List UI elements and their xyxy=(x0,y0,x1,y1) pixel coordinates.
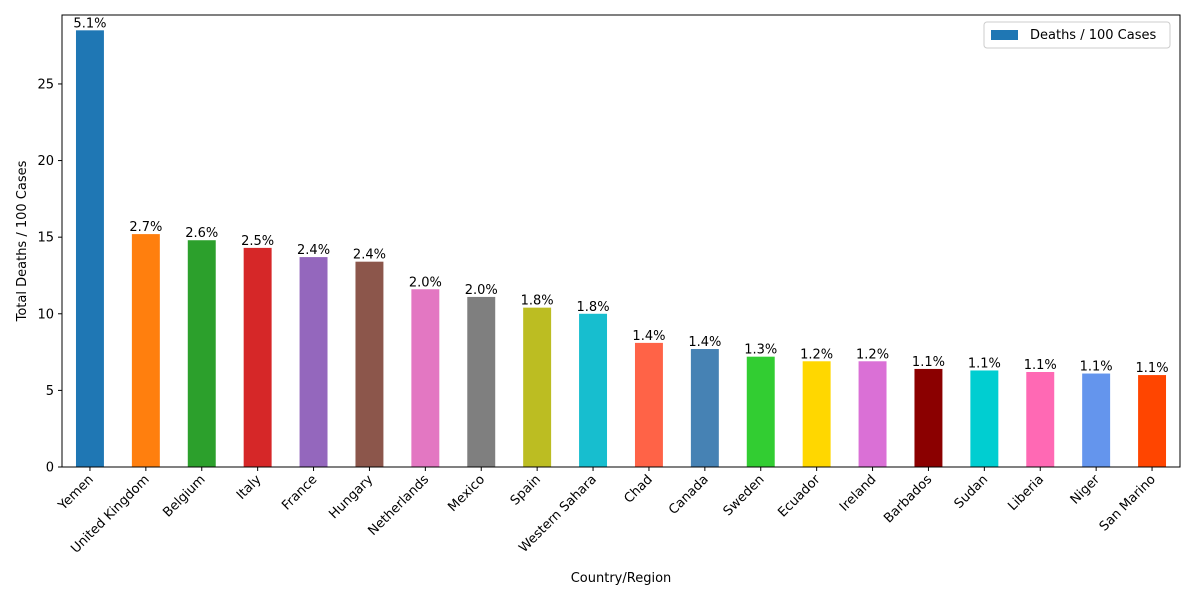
bar xyxy=(858,361,887,467)
bar-data-label: 2.4% xyxy=(353,248,386,263)
x-tick-label: Sweden xyxy=(721,472,768,519)
bar xyxy=(914,368,943,467)
bars-group xyxy=(75,30,1167,467)
x-tick-label: Chad xyxy=(621,472,655,506)
bar xyxy=(467,296,496,467)
bar-data-label: 1.1% xyxy=(1136,361,1169,376)
bar xyxy=(1082,373,1111,467)
y-tick-label: 20 xyxy=(37,154,54,169)
legend-swatch xyxy=(991,30,1018,40)
bar-data-label: 1.1% xyxy=(912,355,945,370)
y-tick-label: 5 xyxy=(46,384,54,399)
x-tick-label: Ireland xyxy=(837,472,879,514)
bar xyxy=(75,30,104,467)
bar-data-label: 1.2% xyxy=(856,347,889,362)
bar xyxy=(355,261,384,467)
x-tick-label: Ecuador xyxy=(775,472,824,521)
y-tick-label: 10 xyxy=(37,307,54,322)
bar xyxy=(579,313,608,467)
bar xyxy=(411,289,440,467)
legend-label: Deaths / 100 Cases xyxy=(1030,28,1156,43)
bar-data-label: 2.7% xyxy=(129,220,162,235)
x-tick-label: Netherlands xyxy=(366,472,433,539)
bar-data-label: 2.4% xyxy=(297,243,330,258)
x-tick-label: Canada xyxy=(666,472,712,518)
y-tick-label: 0 xyxy=(46,461,54,476)
y-tick-label: 25 xyxy=(37,77,54,92)
bar-data-label: 1.4% xyxy=(688,335,721,350)
legend-box xyxy=(983,21,1171,49)
data-labels-group: 5.1% 2.7% 2.6% 2.5% 2.4% 2.4% 2.0% 2.0% 1.8% 1.8%… xyxy=(73,16,1168,376)
x-tick-label: Yemen xyxy=(55,472,97,514)
x-tick-label: Belgium xyxy=(160,472,208,520)
x-tick-label: San Marino xyxy=(1097,472,1159,534)
x-tick-label: Sudan xyxy=(952,472,992,512)
bar xyxy=(690,349,719,467)
bar-data-label: 1.8% xyxy=(577,300,610,315)
legend: Deaths / 100 Cases xyxy=(983,21,1171,49)
bar-data-label: 1.8% xyxy=(521,294,554,309)
bar xyxy=(970,370,999,467)
x-tick-label: Liberia xyxy=(1005,472,1047,514)
bar-data-label: 1.3% xyxy=(744,343,777,358)
bar xyxy=(1138,375,1167,467)
y-tick-label: 15 xyxy=(37,231,54,246)
bar-data-label: 5.1% xyxy=(73,16,106,31)
x-tick-label: Niger xyxy=(1068,472,1104,508)
x-tick-label: Barbados xyxy=(881,472,935,526)
bar xyxy=(243,247,272,467)
bar-data-label: 1.2% xyxy=(800,347,833,362)
y-axis-ticks: 0 5 10 15 20 25 xyxy=(37,77,62,476)
bar xyxy=(802,361,831,467)
bar-data-label: 1.1% xyxy=(1024,358,1057,373)
bar xyxy=(634,342,663,467)
bar-data-label: 2.0% xyxy=(465,283,498,298)
plot-frame xyxy=(61,14,1181,468)
bar xyxy=(523,307,552,467)
bar xyxy=(1026,372,1055,467)
x-tick-label: Mexico xyxy=(445,472,488,515)
bar-data-label: 2.5% xyxy=(241,234,274,249)
bar xyxy=(746,356,775,467)
x-tick-label: Italy xyxy=(234,472,265,503)
bar-data-label: 1.4% xyxy=(632,329,665,344)
bar xyxy=(299,257,328,467)
bar xyxy=(187,240,216,467)
bar-data-label: 1.1% xyxy=(968,356,1001,371)
x-axis-label: Country/Region xyxy=(571,571,672,586)
bar-data-label: 2.6% xyxy=(185,226,218,241)
bar xyxy=(131,234,160,467)
x-tick-label: France xyxy=(279,472,320,513)
bar-data-label: 1.1% xyxy=(1080,360,1113,375)
y-axis-label: Total Deaths / 100 Cases xyxy=(15,160,30,322)
x-tick-label: Hungary xyxy=(326,472,376,522)
x-tick-label: Spain xyxy=(508,472,544,508)
bar-data-label: 2.0% xyxy=(409,275,442,290)
